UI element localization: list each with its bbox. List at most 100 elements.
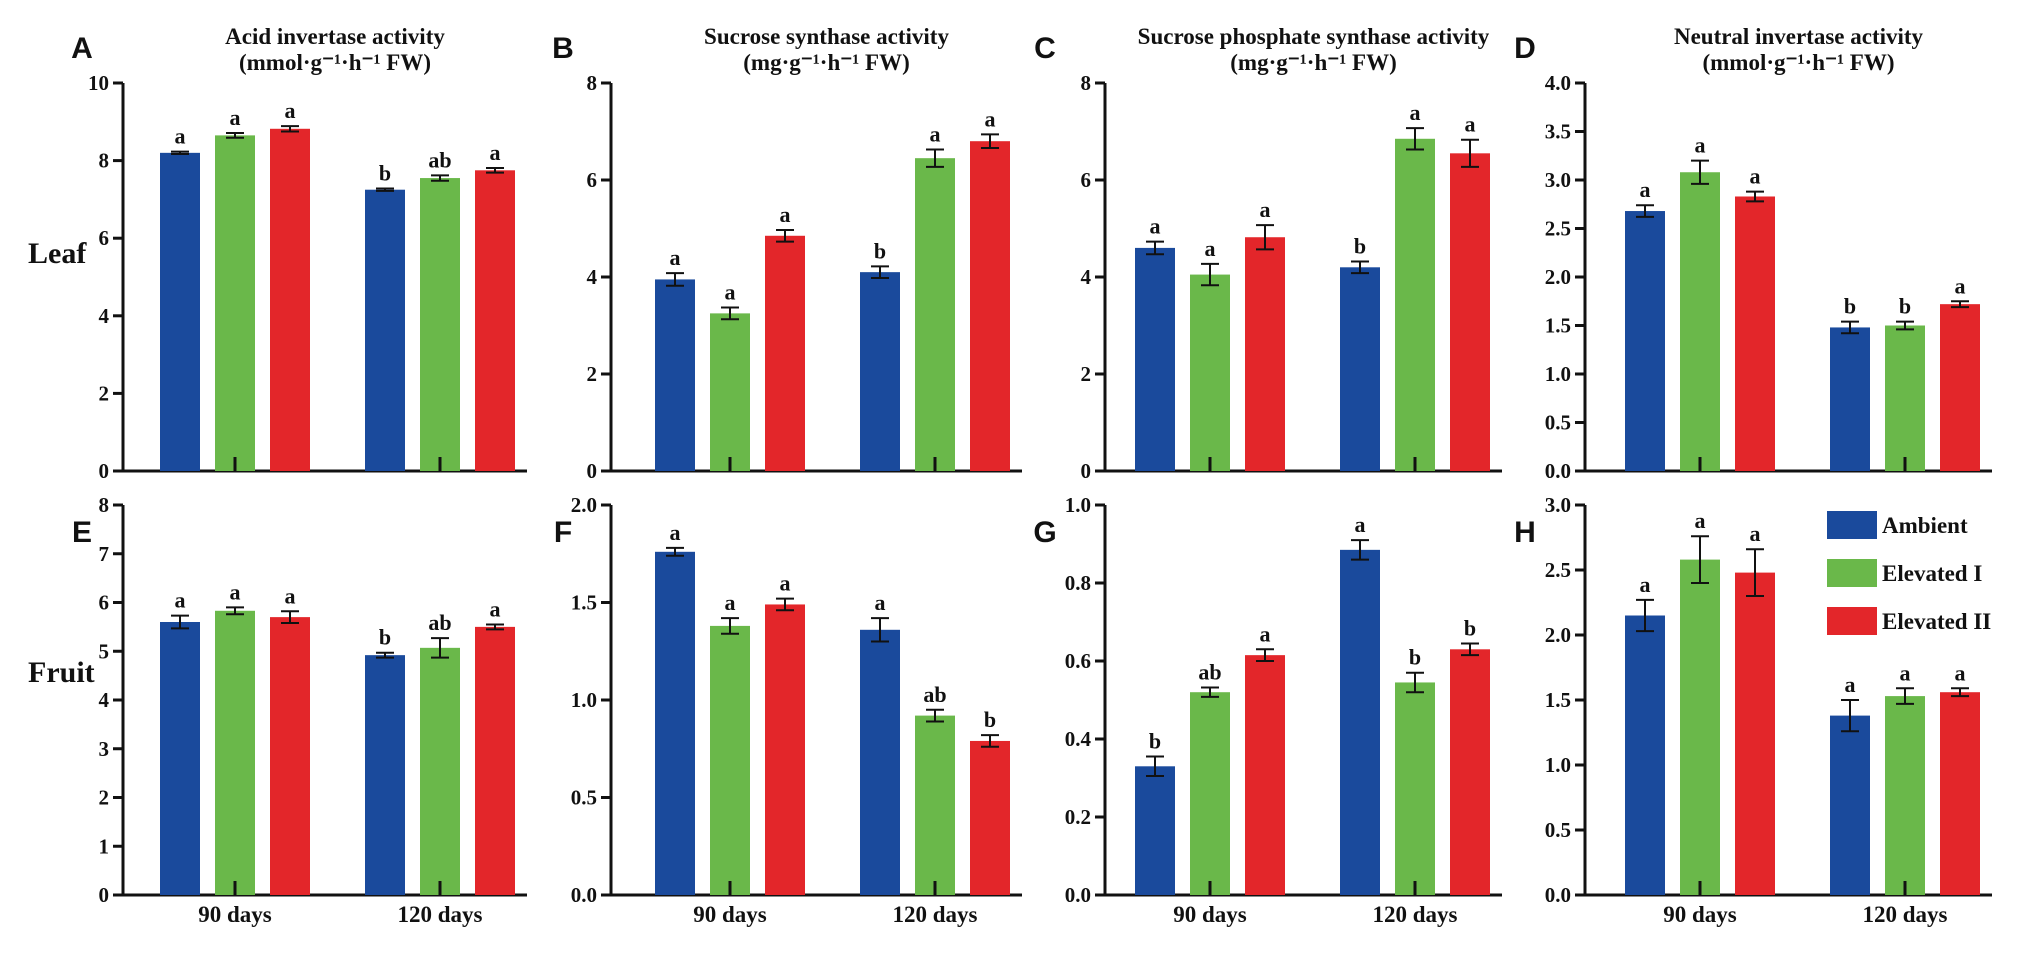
bar — [475, 626, 515, 895]
bar — [270, 617, 310, 895]
bar — [475, 170, 515, 472]
bar — [915, 158, 955, 472]
x-tick-label: 120 days — [893, 902, 978, 927]
legend-label: Elevated I — [1882, 561, 1982, 586]
y-tick-label: 1.5 — [571, 591, 597, 615]
significance-label: a — [1205, 236, 1216, 261]
significance-label: a — [780, 571, 791, 596]
y-tick-label: 4 — [1081, 265, 1092, 289]
significance-label: a — [670, 520, 681, 545]
bar — [1830, 327, 1870, 471]
bar — [420, 178, 460, 471]
y-tick-label: 4 — [99, 304, 110, 328]
panel-title: Acid invertase activity — [225, 24, 445, 49]
bar — [710, 625, 750, 895]
panel-b: B Sucrose synthase activity(mg·g⁻¹·h⁻¹ FW… — [552, 24, 1022, 483]
bar — [215, 135, 255, 471]
y-tick-label: 4.0 — [1545, 71, 1571, 95]
y-tick-label: 8 — [587, 71, 598, 95]
bar — [655, 279, 695, 471]
bar — [765, 235, 805, 471]
bar — [1135, 766, 1175, 895]
significance-label: a — [670, 245, 681, 270]
bar — [970, 740, 1010, 895]
bar — [1735, 196, 1775, 472]
significance-label: b — [874, 238, 886, 263]
y-tick-label: 2 — [99, 786, 110, 810]
significance-label: b — [1354, 233, 1366, 258]
significance-label: a — [1640, 572, 1651, 597]
bar — [1940, 692, 1980, 895]
panel-letter: F — [554, 516, 572, 549]
bar — [1190, 274, 1230, 471]
significance-label: a — [490, 596, 501, 621]
y-tick-label: 2 — [99, 381, 110, 405]
bar — [1340, 267, 1380, 471]
significance-label: b — [379, 625, 391, 650]
significance-label: a — [725, 280, 736, 305]
bar — [1680, 559, 1720, 895]
bar — [970, 141, 1010, 471]
y-tick-label: 1.5 — [1545, 688, 1571, 712]
panel-letter: B — [552, 32, 574, 65]
bar — [365, 189, 405, 471]
significance-label: a — [1260, 621, 1271, 646]
panel-units: (mg·g⁻¹·h⁻¹ FW) — [743, 50, 909, 75]
y-tick-label: 0.8 — [1065, 571, 1091, 595]
bar — [1885, 325, 1925, 471]
y-tick-label: 0.5 — [571, 786, 597, 810]
y-tick-label: 6 — [99, 226, 110, 250]
y-tick-label: 6 — [99, 591, 110, 615]
y-tick-label: 3.0 — [1545, 168, 1571, 192]
y-tick-label: 7 — [99, 542, 110, 566]
x-tick-label: 120 days — [1373, 902, 1458, 927]
significance-label: a — [230, 105, 241, 130]
y-tick-label: 0.0 — [1545, 459, 1571, 483]
significance-label: a — [285, 98, 296, 123]
x-tick-label: 90 days — [1663, 902, 1737, 927]
panel-letter: G — [1033, 516, 1056, 549]
y-tick-label: 2.0 — [571, 493, 597, 517]
significance-label: ab — [428, 610, 451, 635]
bar — [655, 551, 695, 895]
y-tick-label: 1.0 — [1545, 753, 1571, 777]
bar — [160, 152, 200, 471]
significance-label: a — [1900, 660, 1911, 685]
y-tick-label: 0.0 — [571, 883, 597, 907]
bar — [1190, 692, 1230, 895]
significance-label: a — [1150, 214, 1161, 239]
panel-d: D Neutral invertase activity(mmol·g⁻¹·h⁻¹… — [1514, 24, 1992, 483]
y-tick-label: 8 — [1081, 71, 1092, 95]
bar — [1940, 304, 1980, 471]
significance-label: a — [1955, 273, 1966, 298]
bar — [1625, 211, 1665, 472]
bar — [1245, 237, 1285, 471]
y-tick-label: 6 — [1081, 168, 1092, 192]
significance-label: a — [725, 590, 736, 615]
significance-label: a — [1410, 100, 1421, 125]
legend-swatch — [1827, 559, 1877, 587]
bar — [1395, 682, 1435, 895]
y-tick-label: 0.5 — [1545, 818, 1571, 842]
panel-units: (mmol·g⁻¹·h⁻¹ FW) — [239, 50, 431, 75]
significance-label: ab — [1198, 660, 1221, 685]
panel-letter: A — [71, 32, 93, 65]
y-tick-label: 0.0 — [1065, 883, 1091, 907]
significance-label: a — [490, 140, 501, 165]
y-tick-label: 2 — [587, 362, 598, 386]
significance-label: b — [1899, 294, 1911, 319]
significance-label: a — [1750, 164, 1761, 189]
panel-a: A Acid invertase activity(mmol·g⁻¹·h⁻¹ FW… — [71, 24, 527, 483]
panel-title: Neutral invertase activity — [1674, 24, 1924, 49]
significance-label: a — [175, 588, 186, 613]
significance-label: b — [1409, 645, 1421, 670]
significance-label: a — [930, 121, 941, 146]
y-tick-label: 1 — [99, 834, 110, 858]
y-tick-label: 2.0 — [1545, 265, 1571, 289]
y-tick-label: 6 — [587, 168, 598, 192]
panel-title: Sucrose synthase activity — [704, 24, 949, 49]
significance-label: a — [985, 106, 996, 131]
y-tick-label: 5 — [99, 639, 110, 663]
panel-title: Sucrose phosphate synthase activity — [1138, 24, 1490, 49]
